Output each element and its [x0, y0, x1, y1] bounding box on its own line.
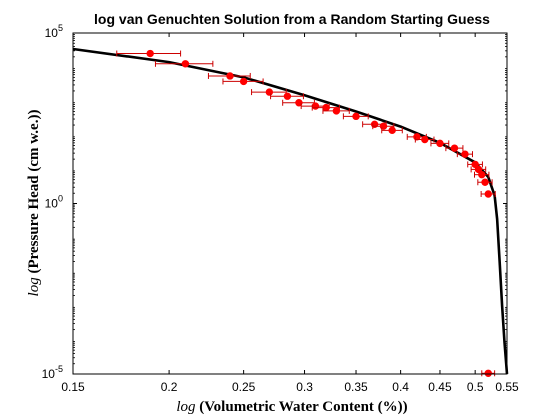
x-tick-label: 0.25 [232, 380, 256, 394]
x-axis-label: log (Volumetric Water Content (%)) [176, 399, 407, 415]
y-tick-label: 100 [45, 194, 63, 211]
data-point [239, 77, 248, 86]
data-point [461, 150, 469, 158]
data-point [283, 92, 292, 100]
x-axis-ticks: 0.15 0.2 0.25 0.3 0.35 0.4 0.45 0.5 0.55 [61, 33, 519, 394]
data-point [484, 190, 492, 198]
x-tick-label: 0.5 [467, 380, 484, 394]
x-tick-label: 0.35 [344, 380, 368, 394]
data-point [295, 99, 303, 107]
data-point [311, 102, 320, 110]
data-points-layer [116, 49, 496, 377]
data-point [181, 60, 190, 68]
x-tick-label: 0.45 [428, 380, 452, 394]
data-point [484, 369, 492, 377]
data-point [478, 170, 486, 179]
data-point [421, 135, 429, 144]
y-axis-label: log (Pressure Head (cm w.e.)) [26, 110, 42, 297]
data-point [481, 178, 489, 186]
data-point [471, 160, 479, 169]
x-tick-label: 0.55 [495, 380, 519, 394]
plot-area-frame [72, 32, 508, 375]
x-tick-label: 0.3 [296, 380, 313, 394]
y-tick-label: 10-5 [42, 364, 63, 381]
data-point [474, 165, 483, 174]
data-point [436, 139, 444, 148]
x-tick-label: 0.2 [161, 380, 178, 394]
x-tick-label: 0.4 [392, 380, 409, 394]
y-axis-ticks: 10-5 100 105 [42, 23, 507, 381]
x-tick-label: 0.15 [61, 380, 85, 394]
data-point [332, 107, 341, 115]
data-point [265, 88, 274, 96]
data-point [146, 49, 154, 58]
data-point [322, 103, 330, 112]
data-point [226, 72, 234, 80]
y-tick-label: 105 [45, 23, 63, 40]
chart-title: log van Genuchten Solution from a Random… [94, 11, 490, 27]
data-point [388, 126, 396, 135]
data-point [352, 112, 360, 121]
data-point [450, 144, 459, 152]
